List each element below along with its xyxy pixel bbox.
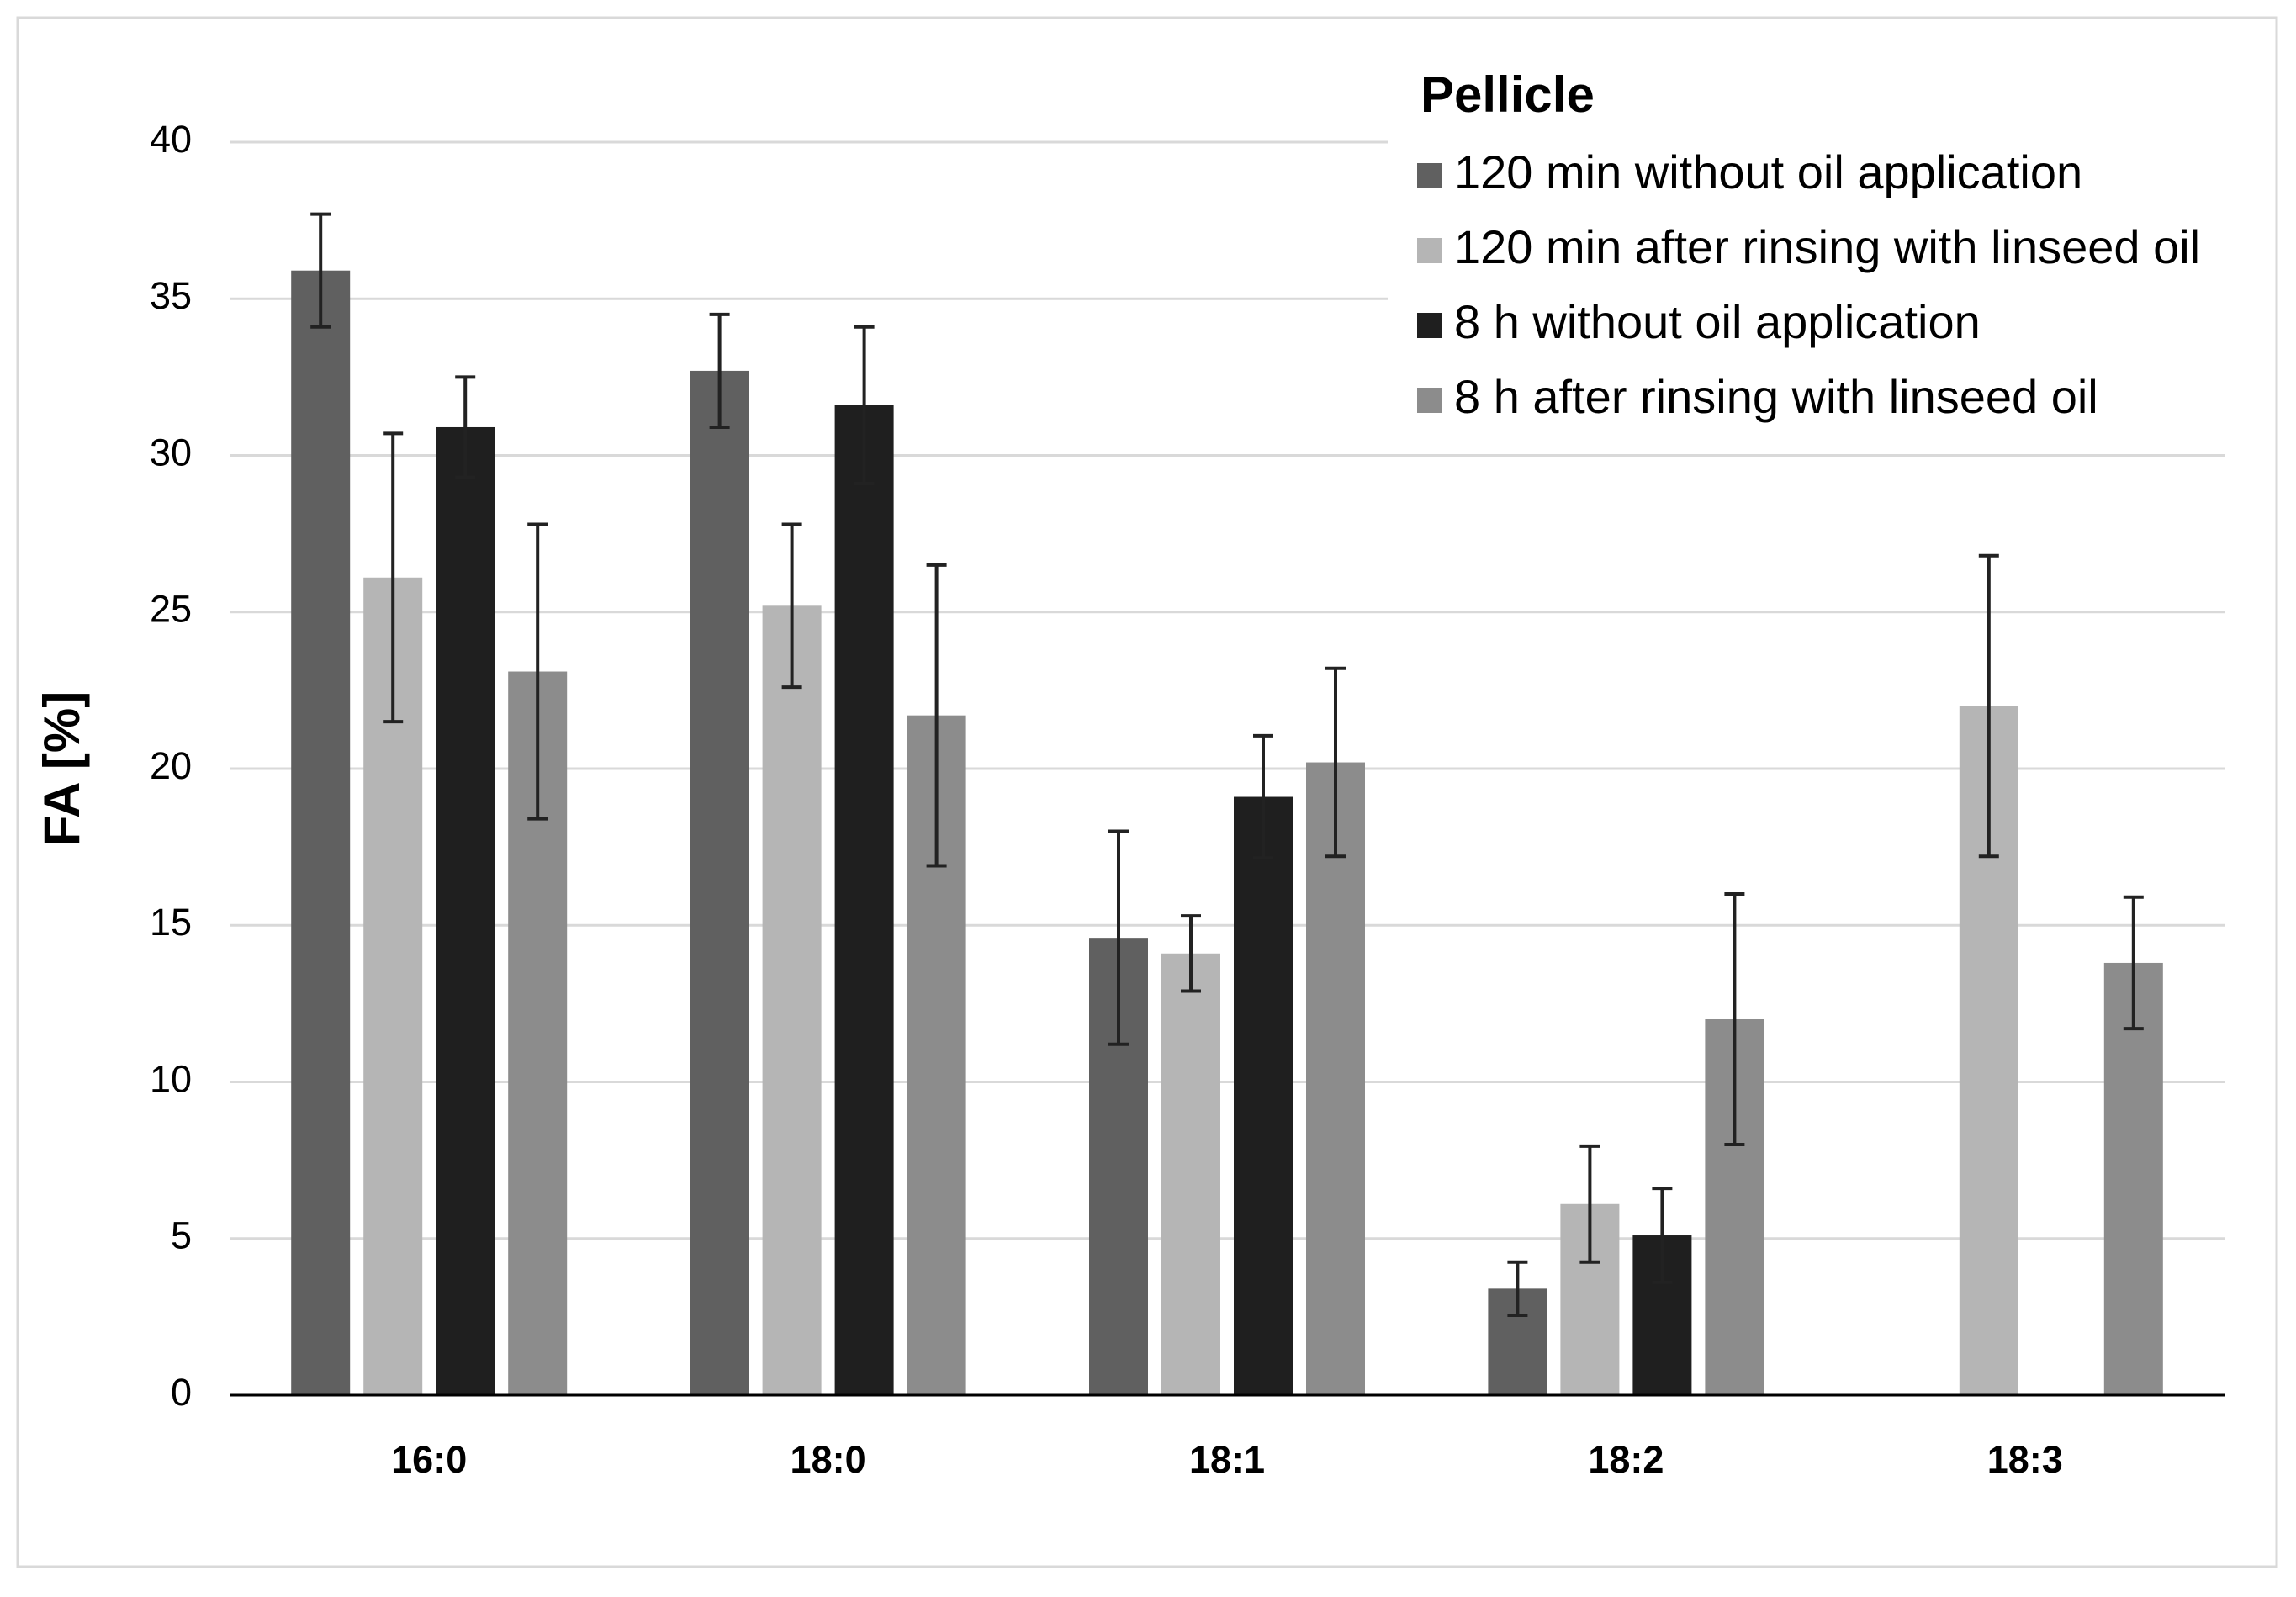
legend-label: 8 h without oil application [1454,295,1981,348]
error-bar [1579,1144,1600,1264]
x-tick-label: 18:1 [1189,1438,1265,1481]
error-bar [709,312,730,429]
legend-title: Pellicle [1420,66,1595,123]
y-tick-label: 30 [150,431,192,473]
bar [2103,962,2163,1395]
y-tick-label: 35 [150,274,192,317]
error-bar [1108,829,1129,1046]
error-bar [1724,892,1745,1146]
y-tick-label: 0 [171,1371,192,1414]
error-bar [310,212,331,329]
y-tick-label: 15 [150,901,192,944]
error-bar [1652,1187,1673,1284]
error-bar [1181,914,1201,993]
legend-label: 120 min without oil application [1454,145,2082,198]
error-bar [1978,553,1999,859]
bar [1234,796,1293,1395]
legend-label: 8 h after rinsing with linseed oil [1454,370,2098,423]
y-tick-label: 10 [150,1057,192,1100]
bar [834,405,894,1395]
error-bar [926,563,947,868]
error-bar [527,522,548,821]
error-bar [854,325,875,486]
bar [291,270,351,1396]
bar [436,426,495,1396]
error-bar [2123,895,2144,1031]
error-bar [1507,1260,1528,1318]
legend-swatch [1417,163,1442,188]
y-tick-label: 40 [150,118,192,161]
legend-swatch [1417,313,1442,338]
error-bar [1253,733,1273,860]
legend-background [1388,50,2271,446]
y-tick-label: 20 [150,744,192,787]
y-tick-label: 5 [171,1214,192,1257]
x-tick-label: 18:0 [791,1438,866,1481]
error-bar [383,431,404,724]
y-tick-label: 25 [150,588,192,631]
bar [1161,953,1220,1395]
x-tick-label: 18:3 [1987,1438,2063,1481]
x-tick-label: 18:2 [1588,1438,1664,1481]
bar [762,605,822,1395]
y-axis-label: FA [%] [34,691,90,846]
error-bar [1325,666,1346,859]
bar [690,370,749,1395]
error-bar [455,375,476,479]
bar [1306,762,1365,1395]
legend-swatch [1417,238,1442,263]
legend-swatch [1417,388,1442,413]
error-bar [781,522,802,690]
legend-label: 120 min after rinsing with linseed oil [1454,220,2200,273]
x-tick-label: 16:0 [391,1438,467,1481]
